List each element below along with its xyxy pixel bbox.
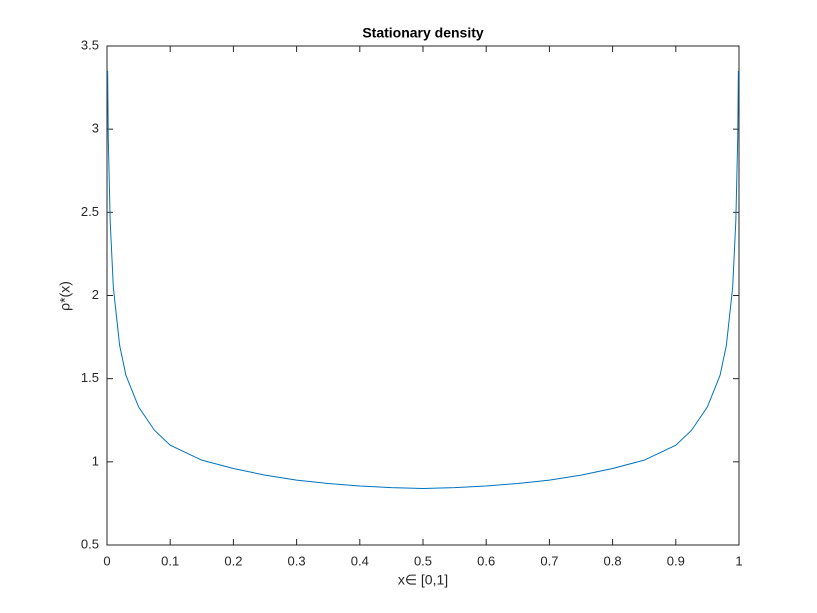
- x-tick-label: 0.4: [351, 553, 369, 568]
- x-tick-label: 1: [735, 553, 742, 568]
- y-tick-label: 1: [92, 453, 99, 468]
- x-tick-label: 0.5: [414, 553, 432, 568]
- data-line: [107, 70, 739, 489]
- x-tick-label: 0.8: [604, 553, 622, 568]
- y-tick-label: 0.5: [81, 536, 99, 551]
- y-tick-label: 1.5: [81, 370, 99, 385]
- x-axis-label: x∈ [0,1]: [398, 572, 448, 588]
- x-tick-label: 0: [103, 553, 110, 568]
- y-tick-label: 3.5: [81, 37, 99, 52]
- y-axis-label: ρ*(x): [57, 281, 73, 311]
- x-tick-label: 0.3: [288, 553, 306, 568]
- axes-box: [106, 45, 740, 546]
- x-tick-label: 0.7: [540, 553, 558, 568]
- y-tick-label: 2.5: [81, 204, 99, 219]
- chart-title: Stationary density: [362, 25, 484, 41]
- x-tick-label: 0.6: [477, 553, 495, 568]
- y-tick-label: 3: [92, 121, 99, 136]
- x-tick-label: 0.1: [161, 553, 179, 568]
- x-tick-label: 0.2: [224, 553, 242, 568]
- y-tick-label: 2: [92, 287, 99, 302]
- x-tick-label: 0.9: [667, 553, 685, 568]
